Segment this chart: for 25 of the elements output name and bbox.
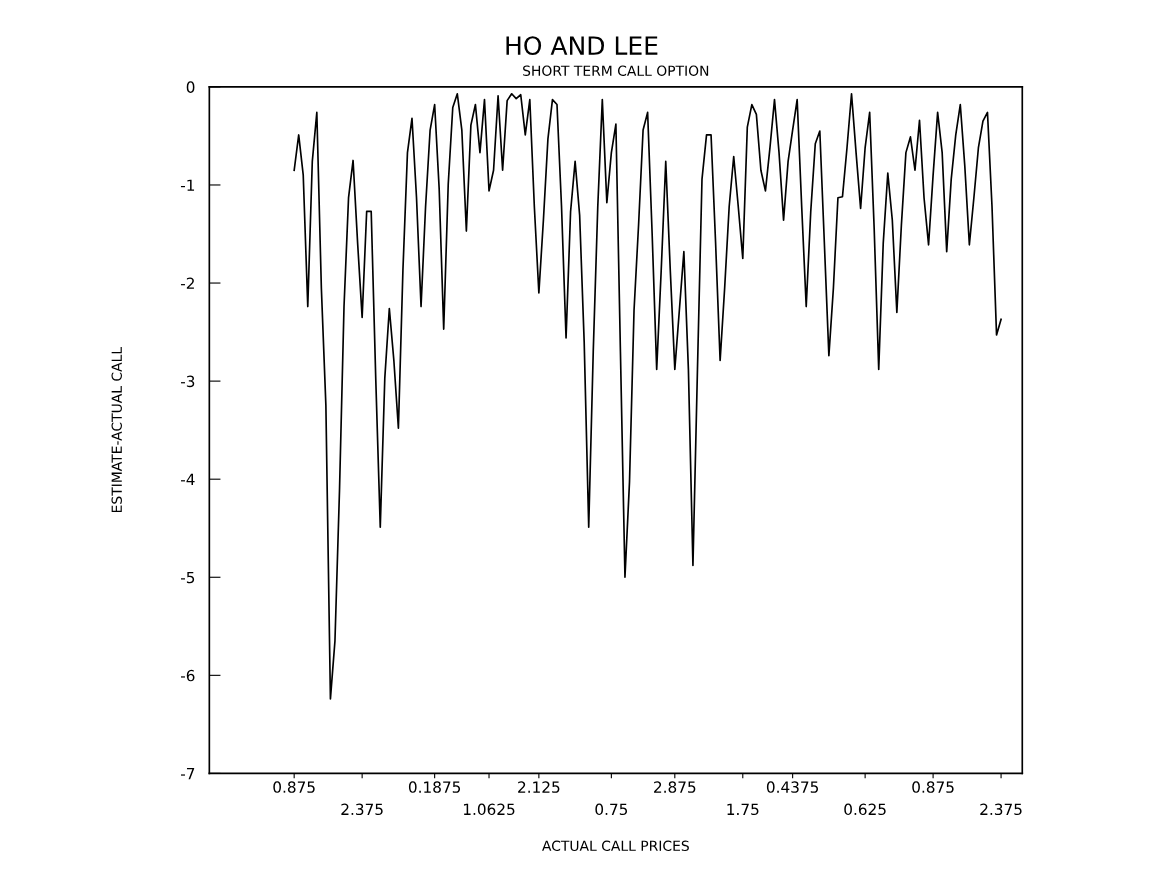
y-tick-label: -1 <box>180 179 195 191</box>
y-tick-label: -2 <box>180 277 194 289</box>
y-axis-title: ESTIMATE-ACTUAL CALL <box>111 346 122 513</box>
x-tick-label: 0.75 <box>595 803 628 816</box>
chart-subtitle: SHORT TERM CALL OPTION <box>523 65 709 76</box>
y-tick-label: -5 <box>180 571 195 584</box>
y-tick-label: -3 <box>180 375 195 388</box>
x-tick-label: 2.375 <box>341 803 383 816</box>
y-tick-label: -4 <box>180 473 195 485</box>
x-tick-label: 2.125 <box>518 781 560 793</box>
x-tick-label: 2.375 <box>980 803 1022 816</box>
x-tick-label: 1.75 <box>727 803 759 816</box>
x-tick-label: 0.1875 <box>408 781 461 793</box>
chart-title: HO AND LEE <box>506 36 658 56</box>
x-tick-label: 0.875 <box>912 781 954 793</box>
y-tick-label: -6 <box>180 669 195 682</box>
x-tick-label: 1.0625 <box>463 803 515 816</box>
y-tick-label: -7 <box>180 768 195 780</box>
x-tick-label: 0.4375 <box>766 781 819 793</box>
x-tick-label: 0.875 <box>273 781 315 793</box>
line-series <box>293 92 1002 700</box>
y-tick-label: 0 <box>186 81 195 93</box>
x-tick-label: 0.625 <box>844 803 886 816</box>
x-tick-label: 2.875 <box>654 781 696 793</box>
x-axis-title: ACTUAL CALL PRICES <box>542 840 689 852</box>
